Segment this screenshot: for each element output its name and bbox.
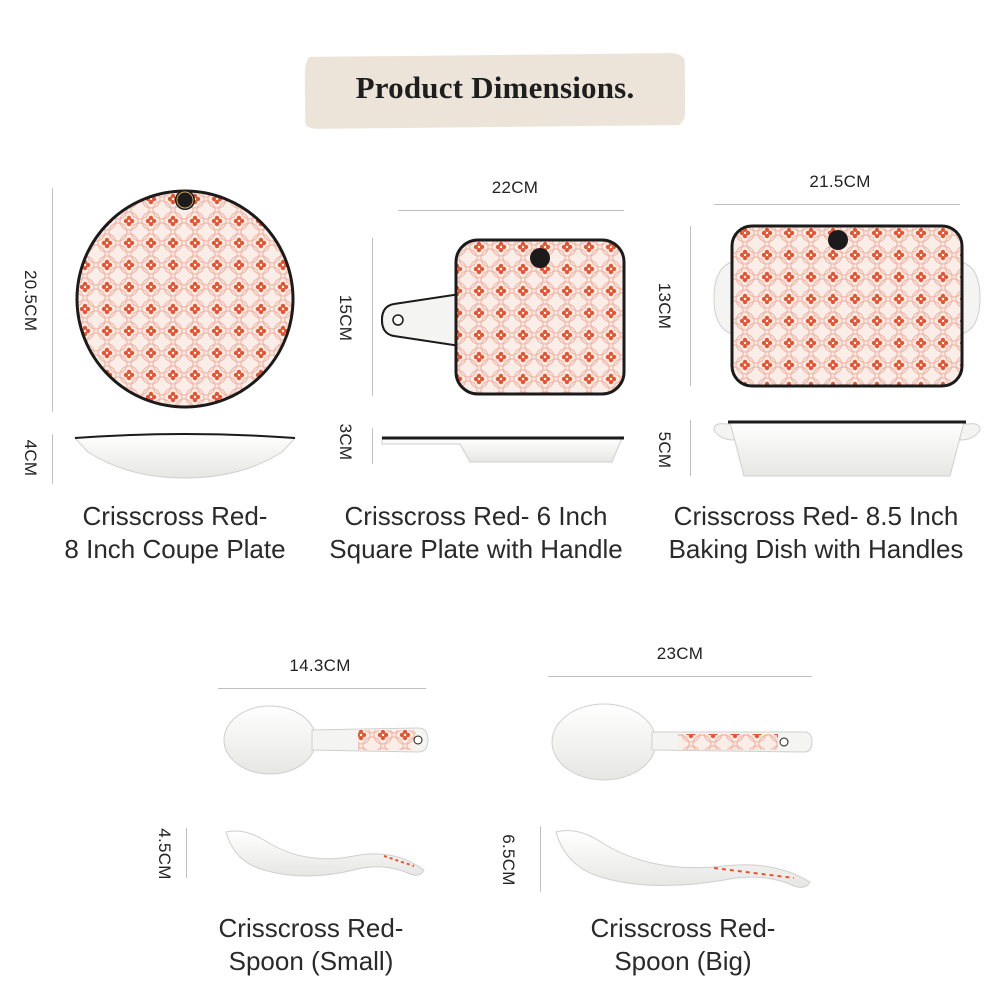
height-guide <box>52 434 53 484</box>
spoon-small-caption-line2: Spoon (Small) <box>228 946 394 976</box>
height-guide <box>186 828 187 878</box>
height-label: 6.5CM <box>499 834 518 886</box>
diameter-label: 20.5CM <box>21 270 40 332</box>
height-label: 4CM <box>21 439 40 477</box>
spoon-small-top-image <box>223 705 429 775</box>
height-guide <box>690 420 691 476</box>
square-plate-caption-line2: Square Plate with Handle <box>329 534 623 564</box>
spoon-big-caption-line1: Crisscross Red- <box>590 913 776 943</box>
depth-guide <box>690 226 691 386</box>
spoon-small-side-image <box>225 830 425 877</box>
length-guide <box>548 676 812 677</box>
square-plate-top-image <box>380 238 626 396</box>
spoon-big-side-image <box>555 830 811 888</box>
spoon-big-top-image <box>551 703 813 781</box>
height-label: 5CM <box>655 431 674 469</box>
width-label: 21.5CM <box>809 172 871 191</box>
baking-dish-side-image <box>713 420 981 477</box>
coupe-plate-top-image <box>75 189 295 409</box>
coupe-plate-caption-line2: 8 Inch Coupe Plate <box>64 534 286 564</box>
baking-dish-caption-line2: Baking Dish with Handles <box>668 534 964 564</box>
length-label: 14.3CM <box>289 656 351 675</box>
length-guide <box>218 688 426 689</box>
diameter-guide <box>52 188 53 412</box>
height-guide <box>372 428 373 464</box>
depth-guide <box>372 238 373 396</box>
baking-dish-caption-line1: Crisscross Red- 8.5 Inch <box>673 501 959 531</box>
depth-label: 13CM <box>655 282 674 330</box>
coupe-plate-caption-line1: Crisscross Red- <box>82 501 268 531</box>
square-plate-side-image <box>381 436 624 463</box>
baking-dish-top-image <box>713 224 981 388</box>
spoon-big-caption-line2: Spoon (Big) <box>614 946 752 976</box>
square-plate-caption-line1: Crisscross Red- 6 Inch <box>344 501 608 531</box>
height-label: 4.5CM <box>155 828 174 880</box>
width-guide <box>714 204 960 205</box>
height-label: 3CM <box>336 423 355 461</box>
height-guide <box>540 826 541 892</box>
length-label: 23CM <box>656 644 704 663</box>
width-guide <box>398 210 624 211</box>
coupe-plate-side-image <box>73 433 297 479</box>
width-label: 22CM <box>491 178 539 197</box>
depth-label: 15CM <box>336 294 355 342</box>
page-title: Product Dimensions. <box>355 70 635 105</box>
spoon-small-caption-line1: Crisscross Red- <box>218 913 404 943</box>
